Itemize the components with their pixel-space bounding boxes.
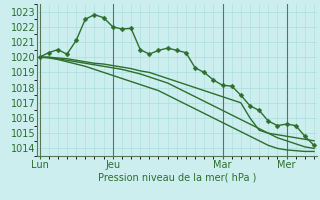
X-axis label: Pression niveau de la mer( hPa ): Pression niveau de la mer( hPa ) [98, 173, 256, 183]
